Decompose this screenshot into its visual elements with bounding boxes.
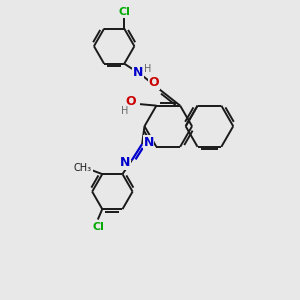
Text: O: O [126, 95, 136, 108]
Text: Cl: Cl [118, 7, 130, 17]
Text: H: H [144, 64, 151, 74]
Text: N: N [143, 136, 154, 149]
Text: O: O [149, 76, 159, 89]
Text: H: H [122, 106, 129, 116]
Text: N: N [120, 156, 130, 169]
Text: CH₃: CH₃ [74, 163, 92, 173]
Text: Cl: Cl [93, 222, 105, 232]
Text: N: N [133, 66, 143, 80]
